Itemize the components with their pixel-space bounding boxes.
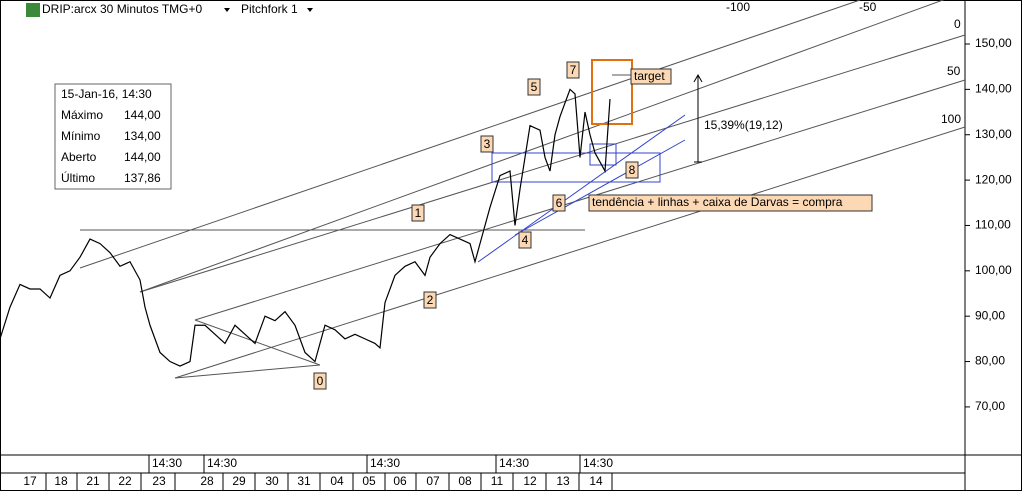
x-tick-label: 29: [232, 474, 246, 488]
info-value: 144,00: [124, 150, 161, 164]
time-tick-label: 14:30: [207, 456, 237, 470]
wave-label: 6: [556, 196, 563, 210]
note: tendência + linhas + caixa de Darvas = c…: [592, 195, 843, 209]
target-label: target: [634, 69, 665, 83]
fork-level: 50: [947, 64, 961, 78]
wave-label-bg: [625, 161, 639, 179]
info-label: Último: [61, 170, 95, 185]
fork-level: -50: [859, 0, 877, 14]
wave-label-bg: [518, 231, 532, 249]
y-tick-label: 140,00: [975, 82, 1012, 96]
x-tick-label: 11: [491, 474, 504, 488]
x-tick-label: 18: [54, 474, 68, 488]
time-tick-label: 14:30: [152, 456, 182, 470]
x-tick-label: 22: [118, 474, 132, 488]
dropdown-caret[interactable]: [307, 8, 313, 12]
x-tick-label: 07: [426, 474, 440, 488]
fork-level: -100: [726, 0, 750, 14]
wave-label-bg: [411, 204, 425, 222]
price-line: [0, 88, 611, 367]
x-tick-label: 13: [556, 474, 570, 488]
target-box: [591, 59, 633, 125]
measure-arrow: [693, 73, 703, 163]
info-box: 15-Jan-16, 14:30 Máximo 144,00 Mínimo 13…: [54, 83, 172, 190]
wave-label: 0: [317, 374, 324, 388]
y-tick-label: 70,00: [975, 399, 1005, 413]
time-tick-label: 14:30: [583, 456, 613, 470]
fork-level: 0: [954, 17, 961, 31]
wave-label: 2: [427, 293, 434, 307]
fork-level: 100: [941, 112, 961, 126]
y-tick-label: 80,00: [975, 354, 1005, 368]
y-tick-label: 130,00: [975, 127, 1012, 141]
wave-label: 8: [629, 163, 636, 177]
wave-labels: 0 1 2 3 4 5 6 7 8: [313, 61, 639, 390]
target-label-bg: [630, 68, 672, 85]
wave-label-bg: [552, 194, 566, 212]
y-tick-label: 110,00: [975, 218, 1011, 232]
time-tick-label: 14:30: [370, 456, 400, 470]
x-tick-label: 23: [152, 474, 166, 488]
wave-label: 1: [415, 206, 422, 220]
info-label: Máximo: [61, 108, 103, 122]
wave-label-bg: [480, 135, 494, 153]
x-tick-label: 06: [393, 474, 407, 488]
wave-label: 4: [522, 233, 529, 247]
info-date: 15-Jan-16, 14:30: [61, 87, 152, 101]
x-tick-label: 30: [265, 474, 279, 488]
trend-lines: [477, 114, 686, 263]
x-tick-label: 12: [523, 474, 537, 488]
info-label: Mínimo: [61, 129, 101, 143]
y-tick-label: 150,00: [975, 36, 1012, 50]
study-name[interactable]: Pitchfork 1: [241, 2, 298, 16]
symbol-icon[interactable]: [26, 3, 40, 17]
info-label: Aberto: [61, 150, 97, 164]
time-tick-label: 14:30: [499, 456, 529, 470]
info-value: 144,00: [124, 108, 161, 122]
measure-label: 15,39%(19,12): [704, 118, 783, 132]
x-tick-label: 17: [23, 474, 37, 488]
y-tick-label: 120,00: [975, 172, 1012, 186]
wave-label: 3: [484, 137, 491, 151]
x-tick-label: 21: [86, 474, 100, 488]
wave-label-bg: [566, 61, 580, 79]
x-tick-label: 31: [297, 474, 311, 488]
x-tick-label: 08: [458, 474, 472, 488]
wave-label-bg: [527, 78, 541, 96]
wave-label: 5: [531, 80, 538, 94]
chart-title[interactable]: DRIP:arcx 30 Minutos TMG+0: [42, 2, 202, 16]
x-tick-label: 14: [589, 474, 603, 488]
wave-label: 7: [570, 63, 577, 77]
pitchfork: [79, 0, 966, 379]
wave-label-bg: [423, 291, 437, 309]
dropdown-caret[interactable]: [224, 8, 230, 12]
wave-label-bg: [313, 372, 327, 390]
x-tick-label: 04: [330, 474, 344, 488]
y-tick-label: 100,00: [975, 263, 1012, 277]
y-tick-label: 90,00: [975, 308, 1005, 322]
note-bg: [588, 194, 873, 212]
x-tick-label: 28: [200, 474, 214, 488]
info-value: 137,86: [124, 171, 161, 185]
x-tick-label: 05: [362, 474, 376, 488]
info-value: 134,00: [124, 129, 161, 143]
